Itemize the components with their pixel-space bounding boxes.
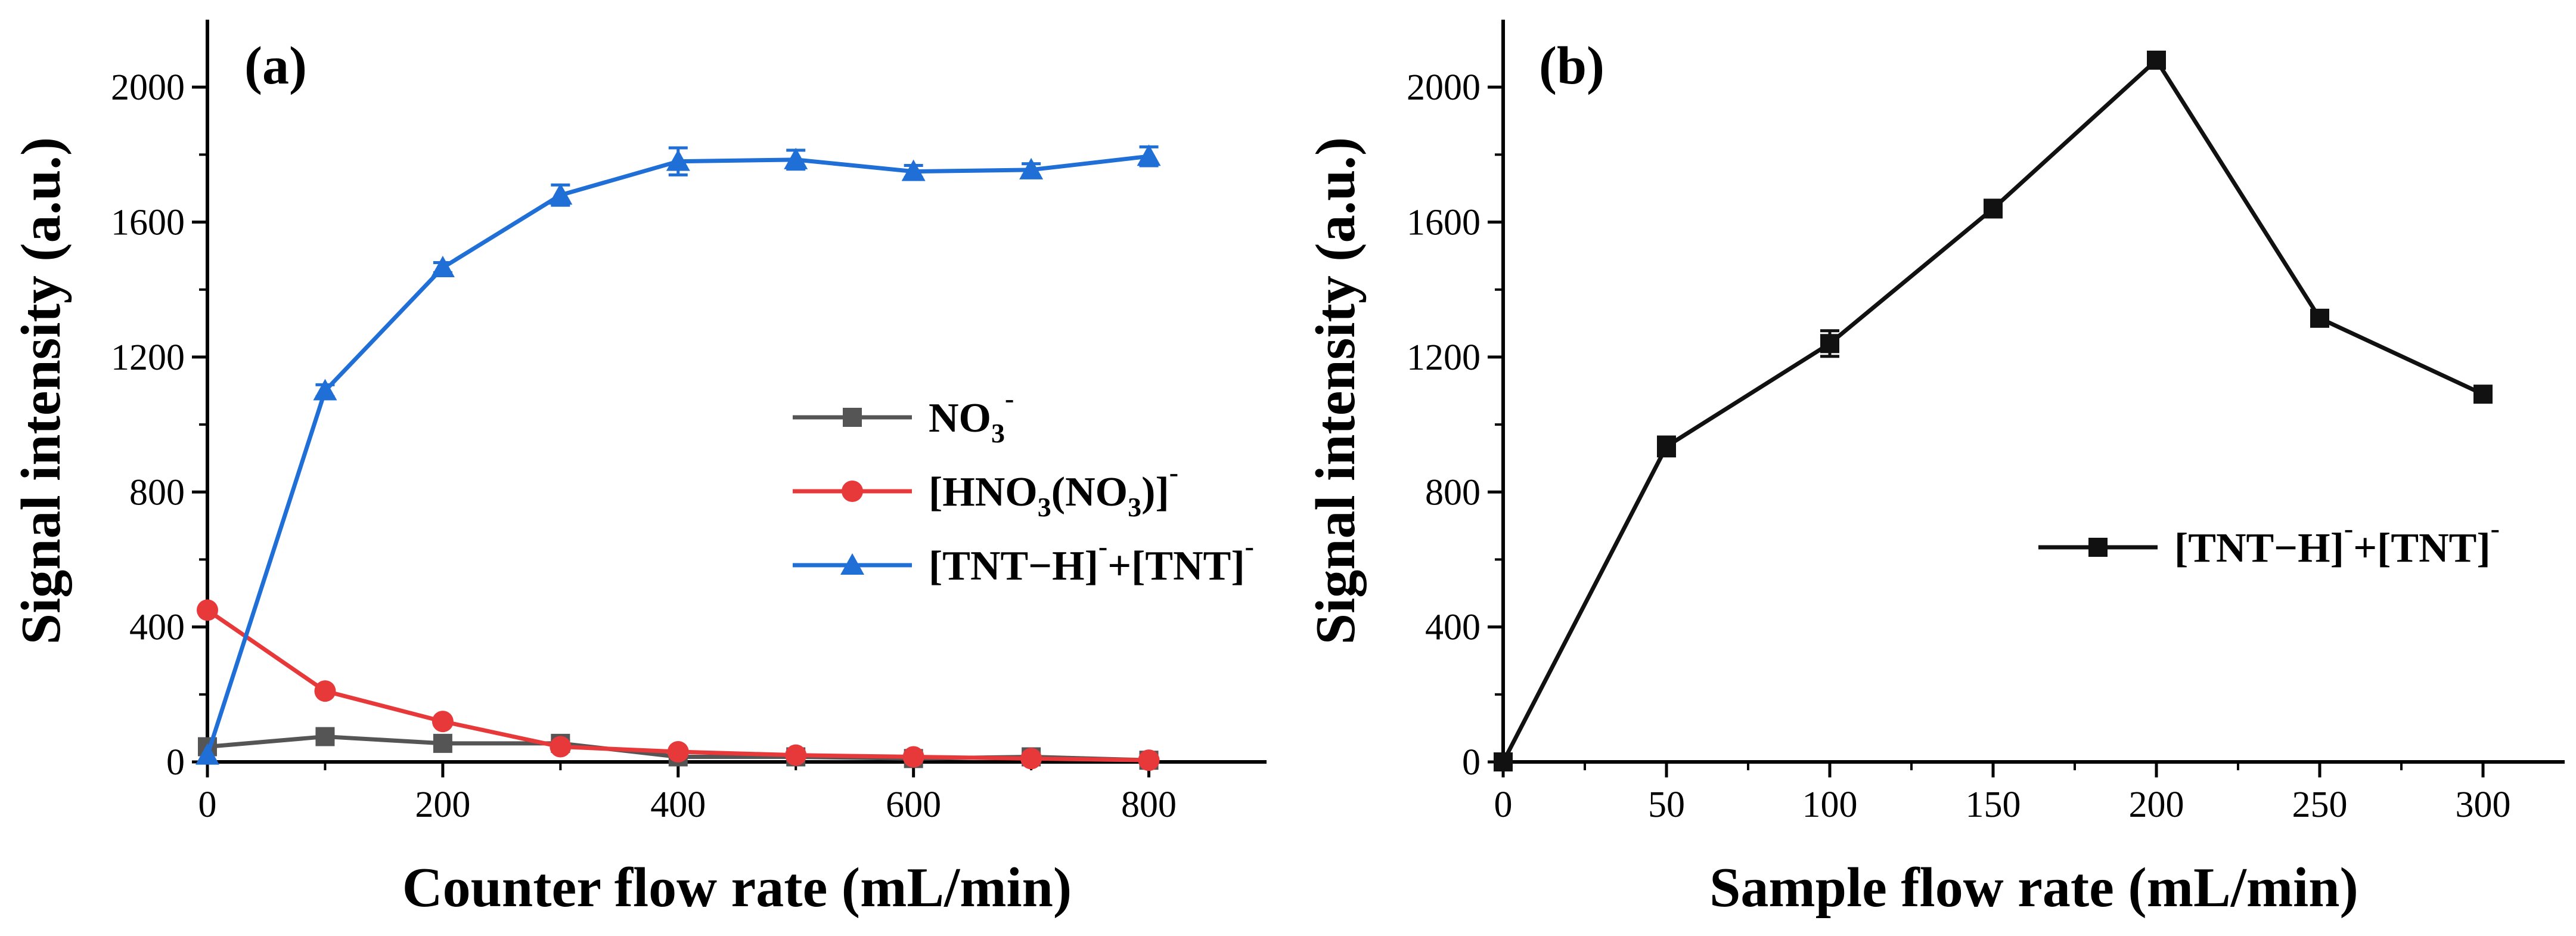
- legend-entry-1: NO3-: [793, 383, 1014, 448]
- data-point: [2473, 385, 2493, 404]
- legend-label-sub: 3: [991, 418, 1005, 448]
- y-tick-label: 0: [166, 742, 185, 783]
- legend-label-part: -: [2344, 513, 2353, 544]
- data-point: [1020, 748, 1042, 770]
- legend-label-part: [TNT−H]: [929, 543, 1098, 589]
- data-point: [1820, 334, 1839, 354]
- legend-label-text: [TNT−H]-+[TNT]-: [929, 531, 1254, 589]
- data-point: [432, 711, 454, 733]
- data-point: [315, 727, 335, 746]
- data-point: [313, 379, 337, 401]
- legend-label-part: -: [1098, 531, 1107, 562]
- legend-label-part: 3: [1128, 492, 1141, 522]
- y-tick-label: 800: [1425, 472, 1481, 513]
- series-3-line: [205, 154, 1149, 756]
- x-tick-label: 100: [1802, 785, 1858, 825]
- data-point: [197, 599, 218, 621]
- data-point: [666, 149, 690, 171]
- legend-label-part: -: [1245, 531, 1254, 562]
- x-tick-label: 400: [650, 785, 706, 825]
- data-point: [430, 255, 455, 277]
- x-axis-title: Counter flow rate (mL/min): [402, 857, 1072, 919]
- y-tick-label: 1600: [111, 203, 185, 243]
- x-tick-label: 300: [2456, 785, 2511, 825]
- data-point: [1657, 436, 1676, 456]
- x-tick-label: 800: [1121, 785, 1177, 825]
- data-point: [901, 159, 926, 181]
- x-tick-label: 150: [1966, 785, 2021, 825]
- panel-label: (b): [1539, 36, 1604, 95]
- x-tick-label: 0: [1494, 785, 1513, 825]
- legend-marker: [843, 408, 862, 427]
- x-tick-label: 0: [198, 785, 217, 825]
- legend-entry-1: [TNT−H]-+[TNT]-: [2038, 513, 2500, 571]
- series-1-line: [1501, 58, 2484, 763]
- legend-label-part: NO: [929, 395, 991, 441]
- legend-label-part: [HNO: [929, 469, 1038, 515]
- legend-marker: [842, 481, 863, 502]
- data-point: [1984, 199, 2003, 218]
- legend-label-part: -: [1169, 457, 1178, 488]
- data-point: [2310, 308, 2329, 328]
- data-point: [1138, 749, 1160, 771]
- data-point: [550, 736, 572, 758]
- y-tick-label: 800: [129, 472, 185, 513]
- legend-label-part: 3: [1038, 492, 1051, 522]
- legend-label-text: [HNO3(NO3)]-: [929, 457, 1178, 522]
- data-point: [667, 741, 689, 763]
- legend-label-part: [TNT−H]: [2174, 525, 2344, 571]
- legend-label-part: -: [2491, 513, 2500, 544]
- x-tick-label: 50: [1648, 785, 1685, 825]
- data-point: [548, 183, 573, 205]
- legend-entry-2: [HNO3(NO3)]-: [793, 457, 1178, 522]
- y-tick-label: 2000: [1407, 67, 1481, 108]
- y-tick-label: 1600: [1407, 203, 1481, 243]
- x-tick-label: 600: [886, 785, 941, 825]
- y-tick-label: 2000: [111, 67, 185, 108]
- legend-label-part: (NO: [1051, 469, 1128, 515]
- data-point: [1494, 752, 1513, 771]
- legend-label-text: NO3-: [929, 383, 1014, 448]
- legend-marker: [840, 553, 864, 575]
- x-tick-label: 200: [415, 785, 470, 825]
- legend-label-text: [TNT−H]-+[TNT]-: [2174, 513, 2500, 571]
- y-axis-title: Signal intensity (a.u.): [1305, 137, 1367, 644]
- legend-label-part: )]: [1141, 469, 1169, 515]
- data-point: [902, 746, 924, 768]
- legend-label-part: +[TNT]: [2353, 525, 2490, 571]
- x-tick-label: 200: [2129, 785, 2184, 825]
- legend-label-part: +[TNT]: [1107, 543, 1244, 589]
- data-point: [314, 680, 336, 702]
- data-point: [785, 744, 807, 766]
- series-2: [197, 599, 1160, 771]
- y-tick-label: 1200: [111, 337, 185, 378]
- x-tick-label: 250: [2292, 785, 2348, 825]
- data-point: [195, 743, 219, 765]
- data-point: [2147, 50, 2166, 70]
- data-point: [433, 733, 452, 753]
- legend-marker: [2088, 538, 2108, 557]
- series-3: [195, 144, 1161, 765]
- y-tick-label: 400: [1425, 608, 1481, 648]
- data-point: [1019, 157, 1044, 179]
- panel-a-chart: 0 400 800 1200 1600 2000 0 200 400 600 800 Counter …: [10, 20, 1267, 919]
- x-axis-title: Sample flow rate (mL/min): [1709, 857, 2358, 919]
- series-1: [1494, 50, 2493, 771]
- y-tick-label: 0: [1462, 742, 1481, 783]
- legend-entry-3: [TNT−H]-+[TNT]-: [793, 531, 1254, 589]
- y-axis-title: Signal intensity (a.u.): [10, 137, 72, 644]
- data-point: [784, 147, 808, 169]
- y-tick-label: 400: [129, 608, 185, 648]
- data-point: [1137, 144, 1161, 166]
- panel-label: (a): [244, 36, 307, 95]
- panel-b-chart: 0 400 800 1200 1600 2000 0 50 100 150 200 250 300 Sam…: [1305, 20, 2565, 919]
- legend-label-sup: -: [1005, 383, 1014, 414]
- y-tick-label: 1200: [1407, 337, 1481, 378]
